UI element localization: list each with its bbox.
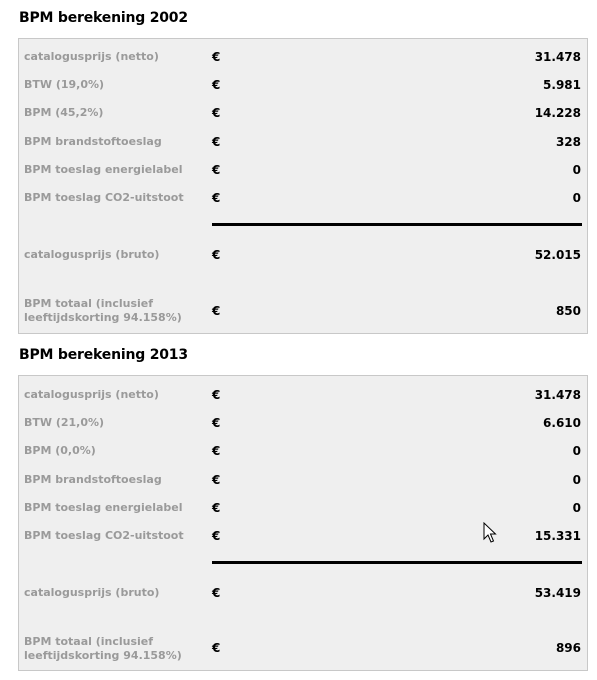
- row-label: BTW (19,0%): [24, 78, 105, 91]
- row-value: 0: [572, 473, 581, 487]
- row-value: 0: [572, 191, 581, 205]
- row-value: 896: [555, 641, 581, 655]
- euro-sign: €: [212, 529, 221, 543]
- row-label: BPM toeslag energielabel: [24, 163, 183, 176]
- row-label: BPM toeslag CO2-uitstoot: [24, 529, 184, 542]
- row-label: catalogusprijs (netto): [24, 388, 159, 401]
- euro-sign: €: [212, 444, 221, 458]
- euro-sign: €: [212, 50, 221, 64]
- row-value: 6.610: [543, 416, 581, 430]
- euro-sign: €: [212, 248, 221, 262]
- euro-sign: €: [212, 135, 221, 149]
- total-label-line2: leeftijdskorting 94.158%): [24, 311, 182, 324]
- row-value: 52.015: [534, 248, 581, 262]
- section-title-2013: BPM berekening 2013: [19, 347, 188, 363]
- subtotal-divider: [212, 223, 582, 226]
- row-label: BPM toeslag CO2-uitstoot: [24, 191, 184, 204]
- euro-sign: €: [212, 416, 221, 430]
- row-label: catalogusprijs (bruto): [24, 586, 160, 599]
- row-value: 0: [572, 163, 581, 177]
- euro-sign: €: [212, 641, 221, 655]
- row-label: catalogusprijs (bruto): [24, 248, 160, 261]
- euro-sign: €: [212, 78, 221, 92]
- total-label-line2: leeftijdskorting 94.158%): [24, 649, 182, 662]
- row-value: 31.478: [534, 50, 581, 64]
- row-label: BPM (45,2%): [24, 106, 104, 119]
- row-value: 328: [555, 135, 581, 149]
- row-value: 31.478: [534, 388, 581, 402]
- euro-sign: €: [212, 163, 221, 177]
- row-label: BTW (21,0%): [24, 416, 105, 429]
- row-label: BPM totaal (inclusief leeftijdskorting 9…: [24, 297, 182, 325]
- euro-sign: €: [212, 501, 221, 515]
- row-label: catalogusprijs (netto): [24, 50, 159, 63]
- row-value: 850: [555, 304, 581, 318]
- row-label: BPM toeslag energielabel: [24, 501, 183, 514]
- row-value: 14.228: [534, 106, 581, 120]
- row-value: 5.981: [543, 78, 581, 92]
- euro-sign: €: [212, 388, 221, 402]
- row-value: 53.419: [534, 586, 581, 600]
- euro-sign: €: [212, 106, 221, 120]
- section-title-2002: BPM berekening 2002: [19, 10, 188, 26]
- euro-sign: €: [212, 191, 221, 205]
- bpm-panel-2013: catalogusprijs (netto) € 31.478 BTW (21,…: [18, 375, 588, 671]
- euro-sign: €: [212, 304, 221, 318]
- row-value: 0: [572, 501, 581, 515]
- row-label: BPM (0,0%): [24, 444, 96, 457]
- row-label: BPM totaal (inclusief leeftijdskorting 9…: [24, 635, 182, 663]
- total-label-line1: BPM totaal (inclusief: [24, 635, 154, 648]
- total-label-line1: BPM totaal (inclusief: [24, 297, 154, 310]
- euro-sign: €: [212, 473, 221, 487]
- mouse-pointer-icon: [483, 522, 497, 543]
- row-label: BPM brandstoftoeslag: [24, 473, 162, 486]
- euro-sign: €: [212, 586, 221, 600]
- bpm-panel-2002: catalogusprijs (netto) € 31.478 BTW (19,…: [18, 38, 588, 334]
- row-value: 15.331: [534, 529, 581, 543]
- row-label: BPM brandstoftoeslag: [24, 135, 162, 148]
- row-value: 0: [572, 444, 581, 458]
- subtotal-divider: [212, 561, 582, 564]
